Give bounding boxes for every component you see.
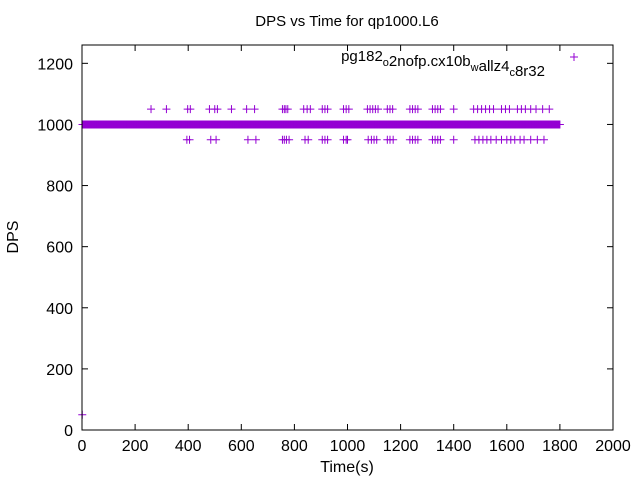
data-point <box>251 135 260 144</box>
data-point <box>283 105 292 114</box>
y-tick-label: 600 <box>46 240 73 257</box>
x-tick-label: 200 <box>122 438 149 455</box>
data-point <box>227 105 236 114</box>
data-point <box>539 135 548 144</box>
x-tick-label: 2000 <box>595 438 631 455</box>
data-point <box>186 105 195 114</box>
data-point <box>306 105 315 114</box>
plot-frame <box>81 44 614 431</box>
data-point <box>413 135 422 144</box>
data-point <box>436 135 445 144</box>
data-point <box>555 120 564 129</box>
x-tick-label: 1400 <box>436 438 472 455</box>
data-point <box>162 105 171 114</box>
x-tick-label: 600 <box>228 438 255 455</box>
data-point <box>243 135 252 144</box>
data-point <box>388 105 397 114</box>
legend-marker <box>570 53 578 61</box>
data-point <box>343 135 352 144</box>
legend: pg182o2nofp.cx10bwallz4c8r32 <box>341 48 578 80</box>
x-tick-label: 1200 <box>383 438 419 455</box>
data-point <box>413 105 422 114</box>
x-tick-label: 1800 <box>542 438 578 455</box>
data-point <box>449 105 458 114</box>
data-point <box>250 105 259 114</box>
y-tick-label: 200 <box>46 362 73 379</box>
chart-title: DPS vs Time for qp1000.L6 <box>255 13 438 30</box>
data-point <box>372 135 381 144</box>
data-point <box>285 135 294 144</box>
y-tick-label: 1000 <box>37 117 73 134</box>
x-tick-label: 800 <box>281 438 308 455</box>
data-point <box>489 105 498 114</box>
y-tick-label: 0 <box>64 423 73 440</box>
y-tick-label: 1200 <box>37 56 73 73</box>
axis-ticks: 0 200 400 600 800 1000 1200 1400 1600 1800 2000 0 20… <box>37 45 631 455</box>
data-point <box>323 135 332 144</box>
data-point <box>212 135 221 144</box>
data-point <box>323 105 332 114</box>
data-point <box>449 135 458 144</box>
data-point <box>242 105 251 114</box>
data-point <box>374 105 383 114</box>
data-point <box>344 105 353 114</box>
y-tick-label: 400 <box>46 301 73 318</box>
data-point <box>545 105 554 114</box>
y-axis-label: DPS <box>5 221 22 254</box>
x-tick-label: 1600 <box>489 438 525 455</box>
y-tick-label: 800 <box>46 179 73 196</box>
data-point <box>185 135 194 144</box>
x-tick-label: 1000 <box>330 438 366 455</box>
x-axis-label: Time(s) <box>320 459 374 476</box>
data-point <box>304 135 313 144</box>
data-point <box>436 105 445 114</box>
data-point <box>147 105 156 114</box>
legend-entry-label: pg182o2nofp.cx10bwallz4c8r32 <box>341 48 545 80</box>
data-point <box>213 105 222 114</box>
data-point <box>389 135 398 144</box>
x-tick-label: 400 <box>175 438 202 455</box>
x-tick-label: 0 <box>78 438 87 455</box>
data-points <box>78 105 564 419</box>
data-point <box>505 105 514 114</box>
